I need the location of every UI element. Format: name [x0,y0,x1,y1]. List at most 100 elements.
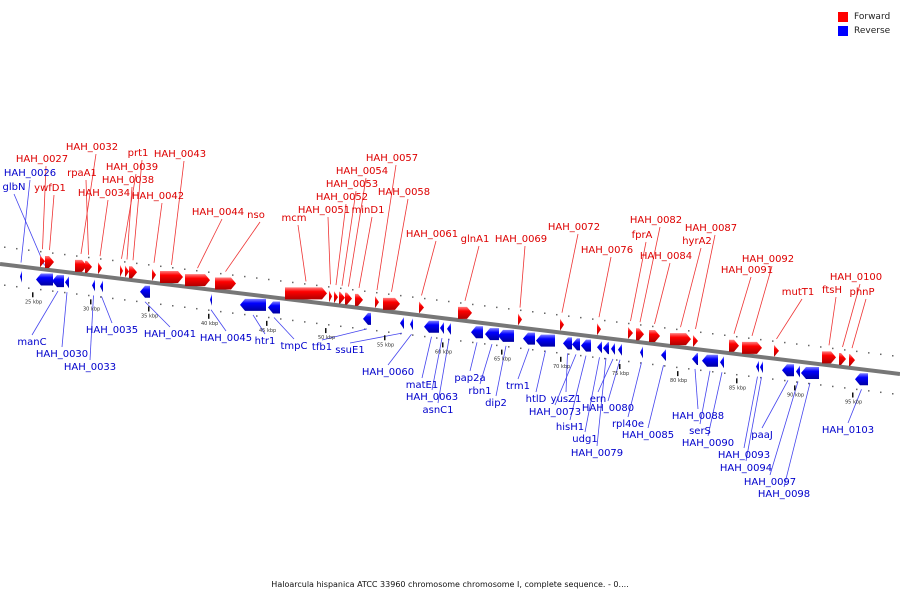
forward-gene-label[interactable]: HAH_0072 [548,222,600,233]
forward-gene[interactable] [120,264,123,277]
reverse-gene[interactable] [597,341,602,354]
forward-gene[interactable] [636,328,644,341]
reverse-gene[interactable] [692,352,698,365]
forward-gene[interactable] [45,256,54,269]
forward-gene[interactable] [160,270,183,283]
reverse-gene[interactable] [52,275,64,288]
forward-gene-label[interactable]: mutT1 [782,287,814,298]
reverse-gene[interactable] [471,326,483,339]
reverse-gene-label[interactable]: matE1 [406,380,438,391]
reverse-gene[interactable] [485,328,499,341]
forward-gene-label[interactable]: mcm [282,213,307,224]
reverse-gene-label[interactable]: hisH1 [556,422,584,433]
forward-gene[interactable] [125,265,129,278]
reverse-gene-label[interactable]: HAH_0045 [200,333,252,344]
reverse-gene[interactable] [20,270,22,283]
reverse-gene-label[interactable]: ssuE1 [335,345,364,356]
forward-gene[interactable] [774,344,779,357]
reverse-gene[interactable] [756,360,759,373]
reverse-gene-label[interactable]: HAH_0063 [406,392,458,403]
reverse-gene-label[interactable]: HAH_0097 [744,477,796,488]
forward-gene-label[interactable]: HAH_0039 [106,162,158,173]
reverse-gene[interactable] [611,342,615,355]
forward-gene-label[interactable]: HAH_0052 [316,192,368,203]
reverse-gene-label[interactable]: ern [590,394,606,405]
reverse-gene-label[interactable]: HAH_0060 [362,367,414,378]
reverse-gene-label[interactable]: HAH_0093 [718,450,770,461]
forward-gene[interactable] [518,313,522,326]
reverse-gene-label[interactable]: tmpC [281,341,308,352]
reverse-gene-label[interactable]: HAH_0041 [144,329,196,340]
forward-gene-label[interactable]: minD1 [352,205,385,216]
forward-gene[interactable] [334,291,338,304]
reverse-gene[interactable] [100,280,103,293]
forward-gene-label[interactable]: HAH_0084 [640,251,692,262]
forward-gene-label[interactable]: ftsH [822,285,842,296]
forward-gene[interactable] [185,274,210,287]
forward-gene[interactable] [339,291,345,304]
forward-gene-label[interactable]: glnA1 [461,234,490,245]
reverse-gene[interactable] [782,364,794,377]
reverse-gene-label[interactable]: yusZ1 [551,394,582,405]
reverse-gene[interactable] [210,293,212,306]
forward-gene-label[interactable]: HAH_0034 [78,188,130,199]
reverse-gene-label[interactable]: HAH_0033 [64,362,116,373]
reverse-gene[interactable] [447,322,451,335]
reverse-gene[interactable] [36,273,53,286]
forward-gene-label[interactable]: HAH_0076 [581,245,633,256]
reverse-gene-label[interactable]: dip2 [485,398,507,409]
forward-gene-label[interactable]: HAH_0082 [630,215,682,226]
forward-gene-label[interactable]: HAH_0043 [154,149,206,160]
forward-gene[interactable] [458,306,472,319]
reverse-gene-label[interactable]: glbN [3,182,26,193]
reverse-gene[interactable] [410,318,413,331]
forward-gene[interactable] [285,287,327,300]
forward-gene[interactable] [383,297,400,310]
reverse-gene[interactable] [440,322,444,335]
forward-gene-label[interactable]: HAH_0027 [16,154,68,165]
forward-gene-label[interactable]: HAH_0100 [830,272,882,283]
reverse-gene-label[interactable]: HAH_0035 [86,325,138,336]
forward-gene[interactable] [98,262,102,275]
forward-gene[interactable] [85,260,92,273]
forward-gene-label[interactable]: HAH_0087 [685,223,737,234]
reverse-gene[interactable] [65,276,69,289]
forward-gene-label[interactable]: rpaA1 [67,168,97,179]
forward-gene-label[interactable]: HAH_0092 [742,254,794,265]
forward-gene[interactable] [355,293,363,306]
reverse-gene[interactable] [563,337,572,350]
forward-gene-label[interactable]: HAH_0042 [132,191,184,202]
reverse-gene-label[interactable]: rbn1 [468,386,491,397]
reverse-gene[interactable] [92,279,95,292]
reverse-gene[interactable] [640,346,643,359]
reverse-gene-label[interactable]: HAH_0030 [36,349,88,360]
reverse-gene[interactable] [498,329,514,342]
forward-gene[interactable] [849,354,855,367]
forward-gene-label[interactable]: ywfD1 [34,183,66,194]
forward-gene[interactable] [729,339,739,352]
forward-gene-label[interactable]: HAH_0061 [406,229,458,240]
reverse-gene[interactable] [760,361,763,374]
forward-gene-label[interactable]: HAH_0091 [721,265,773,276]
reverse-gene[interactable] [603,342,609,355]
forward-gene[interactable] [152,268,156,281]
reverse-gene-label[interactable]: htr1 [255,336,276,347]
reverse-gene-label[interactable]: HAH_0090 [682,438,734,449]
forward-gene[interactable] [628,327,633,340]
reverse-gene[interactable] [240,298,266,311]
reverse-gene[interactable] [618,343,622,356]
reverse-gene-label[interactable]: serS [689,426,711,437]
forward-gene-label[interactable]: HAH_0058 [378,187,430,198]
reverse-gene[interactable] [720,356,724,369]
forward-gene[interactable] [839,352,846,365]
reverse-gene-label[interactable]: paaJ [751,430,773,441]
reverse-gene-label[interactable]: HAH_0098 [758,489,810,500]
reverse-gene-label[interactable]: manC [17,337,46,348]
reverse-gene[interactable] [536,334,555,347]
reverse-gene[interactable] [796,365,800,378]
forward-gene[interactable] [215,277,236,290]
forward-gene[interactable] [329,290,332,303]
reverse-gene[interactable] [581,339,591,352]
forward-gene-label[interactable]: HAH_0051 [298,205,350,216]
forward-gene[interactable] [742,341,762,354]
